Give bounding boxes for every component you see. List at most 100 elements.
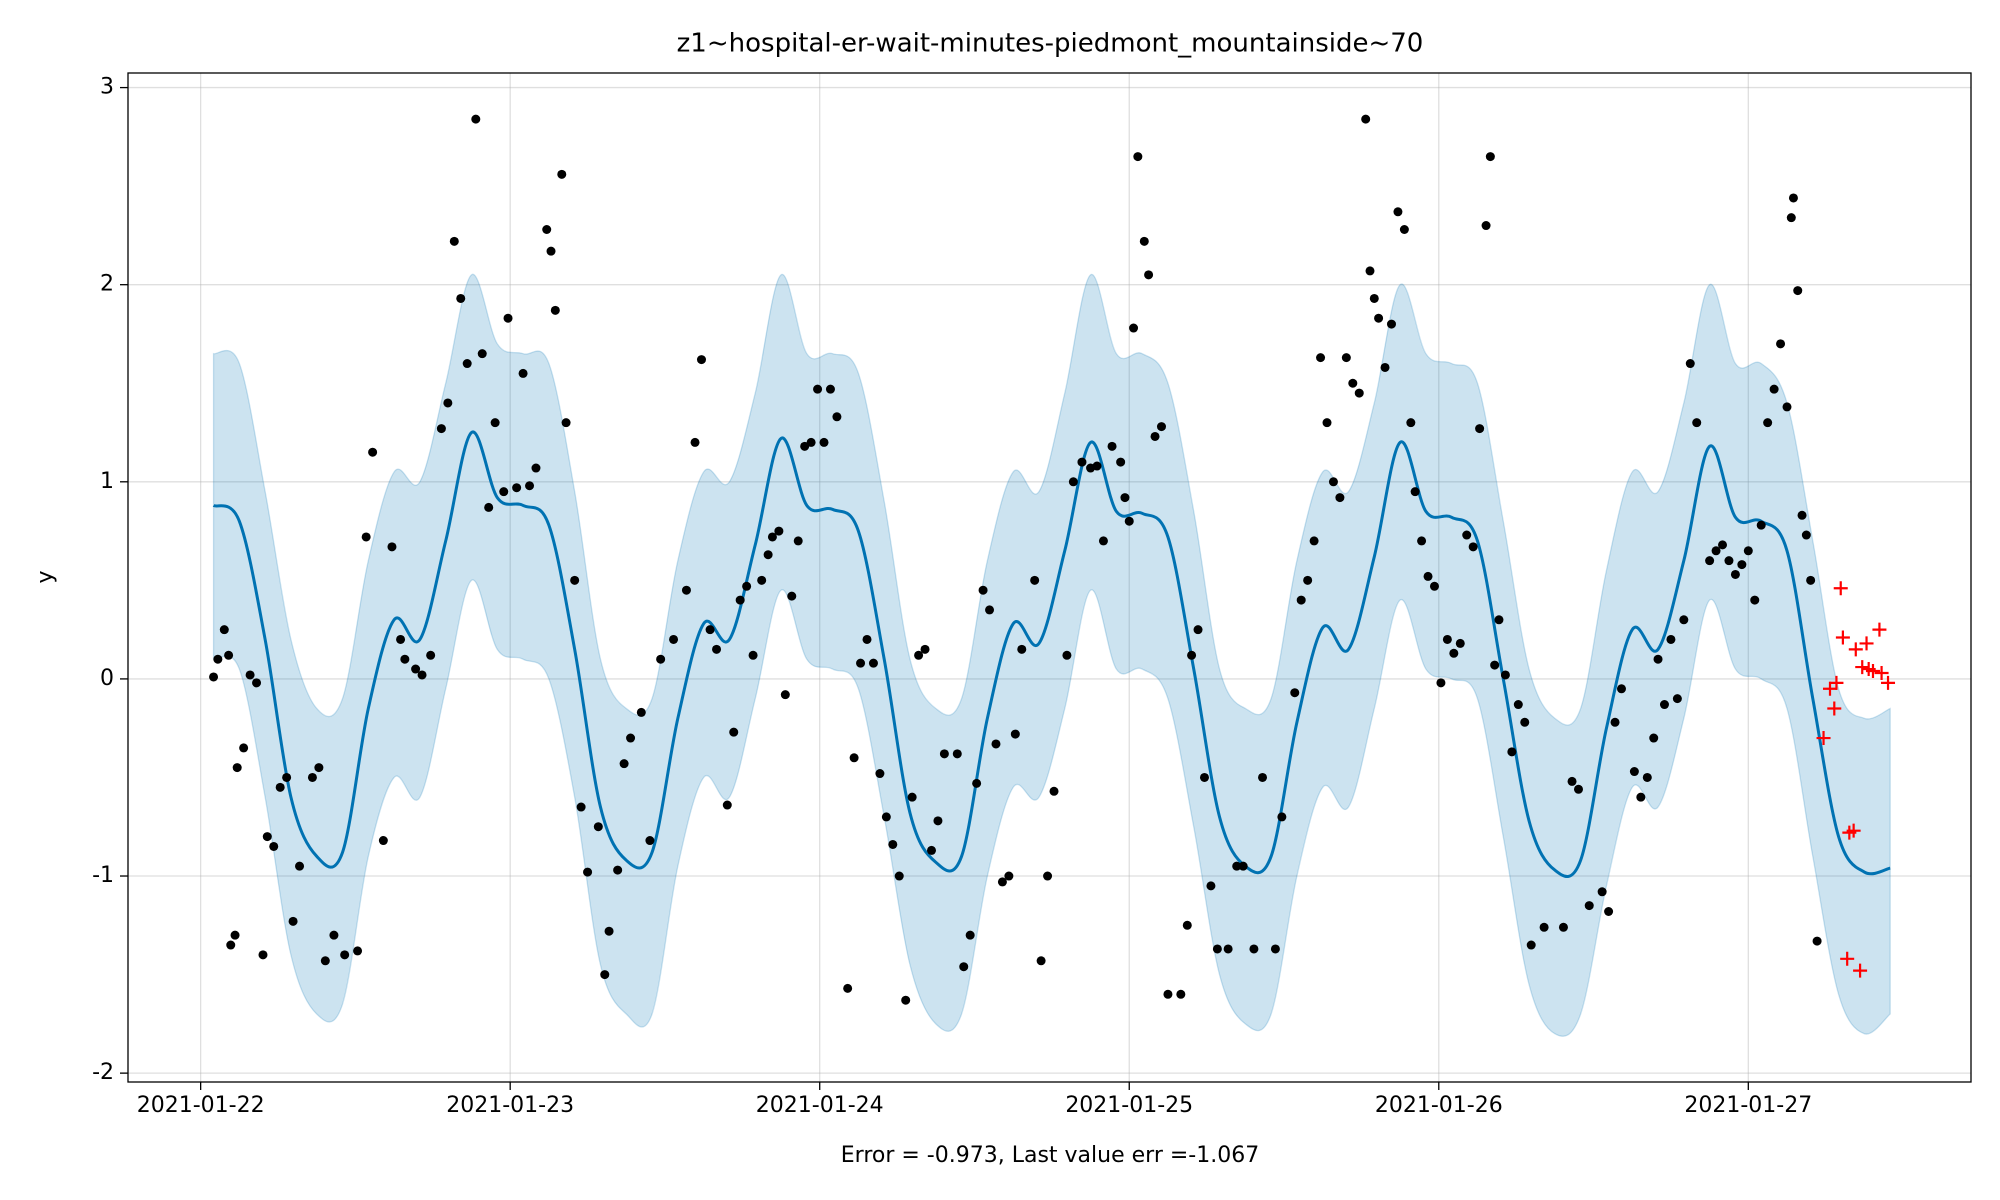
y-axis-label: y [33,570,58,583]
test-point [1853,963,1868,978]
observed-point [604,926,614,936]
observed-point [1374,313,1384,323]
observed-point [1144,270,1154,280]
observed-point [1507,747,1517,757]
x-tick-label: 2021-01-27 [1684,1093,1812,1118]
observed-point [1442,634,1452,644]
observed-point [1711,546,1721,556]
uncertainty-band [212,274,1891,1037]
observed-point [985,605,995,615]
observed-point [512,483,522,493]
observed-point [542,225,552,235]
observed-point [1098,536,1108,546]
observed-point [742,581,752,591]
observed-point [576,802,586,812]
observed-point [288,916,298,926]
observed-point [1092,461,1102,471]
observed-point [314,763,324,773]
observed-point [1769,384,1779,394]
y-tick-label: -2 [92,1060,114,1085]
observed-point [959,962,969,972]
observed-point [1249,944,1259,954]
observed-point [1133,152,1143,162]
observed-point [1348,378,1358,388]
observed-point [252,678,262,688]
observed-point [269,841,279,851]
test-point [1840,951,1855,966]
test-point [1859,636,1874,651]
test-point [1865,664,1880,679]
observed-point [656,654,666,664]
test-point [1874,665,1889,680]
observed-point [965,930,975,940]
observed-point [1610,717,1620,727]
observed-point [1393,207,1403,217]
observed-point [763,550,773,560]
observed-point [1642,772,1652,782]
observed-point [1468,542,1478,552]
observed-point [757,575,767,585]
test-point [1881,675,1896,690]
observed-point [1436,678,1446,688]
observed-point [232,763,242,773]
test-point [1846,823,1861,838]
observed-point [546,246,556,256]
observed-point [806,437,816,447]
observed-point [1296,595,1306,605]
observed-point [1756,520,1766,530]
observed-point [690,437,700,447]
observed-point [1604,907,1614,917]
observed-point [1232,861,1242,871]
observed-point [1187,650,1197,660]
observed-point [557,169,567,179]
observed-point [1597,887,1607,897]
observed-point [1649,733,1659,743]
observed-point [793,536,803,546]
observed-point [1277,812,1287,822]
observed-point [712,644,722,654]
observed-point [387,542,397,552]
test-point [1833,581,1848,596]
observed-point [593,822,603,832]
observed-point [275,782,285,792]
observed-point [471,114,481,124]
test-point [1872,622,1887,637]
observed-point [1176,989,1186,999]
observed-point [1718,540,1728,550]
test-point [1816,731,1831,746]
plot-area: 2021-01-22 2021-01-23 2021-01-24 2021-01-25… [92,72,1972,1118]
observed-point [213,654,223,664]
observed-point [456,293,466,303]
observed-point [282,772,292,782]
test-point [1827,701,1842,716]
observed-point [1494,615,1504,625]
observed-point [426,650,436,660]
observed-point [1077,457,1087,467]
test-point [1855,660,1870,675]
observed-point [295,861,305,871]
observed-point [619,759,629,769]
observed-point [1429,581,1439,591]
observed-point [1150,431,1160,441]
observed-point [813,384,823,394]
observed-point [868,658,878,668]
x-axis-label: Error = -0.973, Last value err =-1.067 [841,1143,1259,1168]
observed-point [1685,359,1695,369]
observed-point [1730,569,1740,579]
observed-point [226,940,236,950]
observed-point [1573,784,1583,794]
observed-point [926,845,936,855]
observed-point [1017,644,1027,654]
observed-point [636,707,646,717]
observed-point [729,727,739,737]
observed-point [1361,114,1371,124]
observed-point [1309,536,1319,546]
x-tick-label: 2021-01-26 [1375,1093,1503,1118]
observed-point [1449,648,1459,658]
observed-point [436,424,446,434]
observed-point [1223,944,1233,954]
observed-point [1043,871,1053,881]
observed-point [1049,786,1059,796]
observed-point [1004,871,1014,881]
